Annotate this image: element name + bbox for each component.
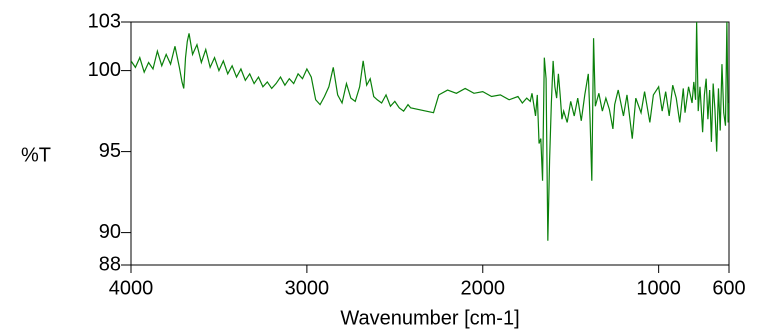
x-tick-label: 4000 bbox=[109, 277, 154, 299]
y-axis-label: %T bbox=[21, 144, 51, 166]
spectrum-line bbox=[131, 21, 729, 241]
x-tick-label: 1000 bbox=[636, 277, 681, 299]
x-axis-label: Wavenumber [cm-1] bbox=[340, 307, 519, 329]
y-tick-label: 90 bbox=[99, 221, 121, 243]
x-tick-label: 600 bbox=[712, 277, 745, 299]
x-tick-label: 3000 bbox=[285, 277, 330, 299]
y-tick-label: 100 bbox=[88, 59, 121, 81]
x-tick-label: 2000 bbox=[461, 277, 506, 299]
plot-frame bbox=[130, 21, 730, 266]
y-tick-label: 103 bbox=[88, 10, 121, 32]
y-tick-label: 88 bbox=[99, 253, 121, 275]
y-tick-label: 95 bbox=[99, 140, 121, 162]
